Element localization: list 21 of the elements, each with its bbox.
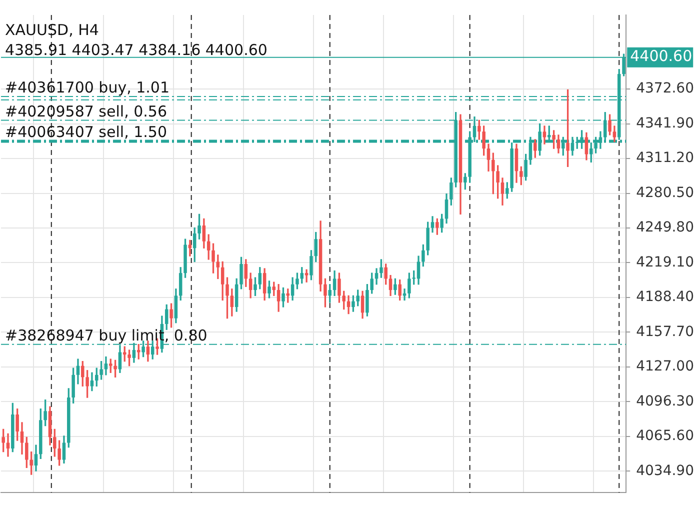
candlestick: [188, 240, 192, 256]
ref-line-label: #40361700 buy, 1.01: [5, 78, 170, 96]
y-tick-label: 4341.90: [636, 115, 694, 132]
candlestick: [304, 269, 308, 282]
y-tick-label: 4157.70: [636, 324, 694, 340]
y-tick-label: 4249.80: [636, 220, 694, 236]
y-tick-label: 4065.60: [636, 428, 694, 444]
ref-line-label: 4400.60: [630, 47, 692, 66]
candlestick: [216, 254, 220, 280]
y-tick-label: 4219.10: [636, 254, 694, 270]
y-tick-label: 4280.50: [636, 184, 694, 201]
y-tick-label: 4127.00: [636, 358, 694, 375]
ref-line-label: #40209587 sell, 0.56: [5, 102, 167, 120]
y-tick-label: 4372.60: [636, 80, 694, 97]
y-tick-label: 4034.90: [636, 462, 694, 479]
chart-title: XAUUSD, H4: [5, 21, 99, 39]
y-tick-label: 4311.20: [636, 150, 694, 166]
ref-line-label: #40063407 sell, 1.50: [5, 123, 167, 142]
y-tick-label: 4096.30: [636, 393, 694, 410]
text: 4385.91 4403.47 4384.16 4400.60: [5, 41, 268, 59]
y-tick-label: 4188.40: [636, 289, 694, 306]
